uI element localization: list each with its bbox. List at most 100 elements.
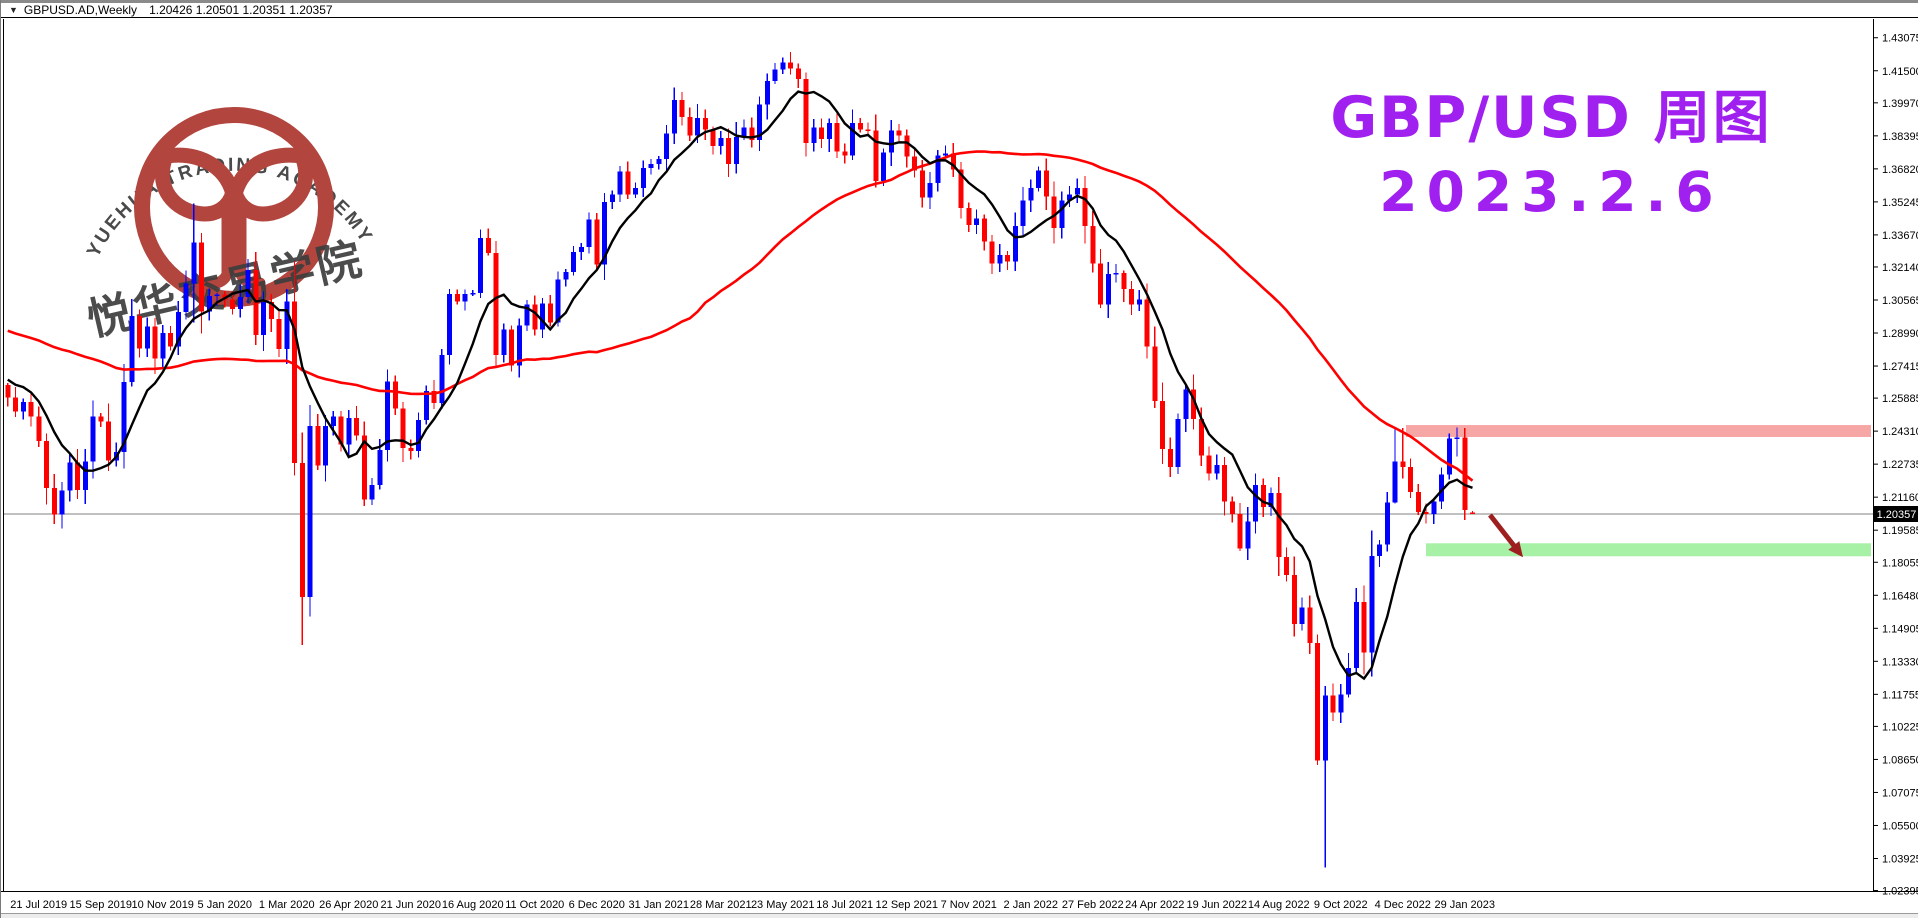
date-tick-label: 14 Aug 2022 bbox=[1248, 899, 1310, 911]
candle-body bbox=[75, 462, 80, 491]
candle-body bbox=[400, 408, 406, 448]
candle-body bbox=[803, 79, 809, 144]
price-tick-label: 1.33670 bbox=[1882, 230, 1918, 242]
date-tick-label: 26 Apr 2020 bbox=[319, 899, 378, 911]
candle-body bbox=[757, 104, 762, 140]
candle-body bbox=[1229, 501, 1235, 515]
candle-body bbox=[1136, 299, 1142, 305]
time-axis-labels[interactable]: 21 Jul 2019 15 Sep 2019 10 Nov 2019 5 Jan 2… bbox=[10, 899, 1495, 911]
candle-body bbox=[695, 117, 700, 136]
candle-body bbox=[718, 137, 724, 147]
axes-layer bbox=[1, 19, 1918, 892]
price-tick-label: 1.10225 bbox=[1882, 721, 1918, 733]
candle-body bbox=[1284, 557, 1289, 575]
candle-body bbox=[160, 332, 166, 359]
price-tick-label: 1.03925 bbox=[1882, 853, 1918, 865]
candle-body bbox=[586, 219, 592, 247]
candle-body bbox=[602, 201, 607, 265]
current-price-tag: 1.20357 bbox=[1874, 506, 1918, 522]
candle-body bbox=[1245, 521, 1251, 549]
candle-body bbox=[1098, 263, 1103, 305]
candle-body bbox=[1152, 346, 1158, 401]
candle-body bbox=[354, 417, 359, 436]
candle-body bbox=[826, 123, 832, 139]
candle-body bbox=[671, 100, 677, 134]
candle-body bbox=[1105, 274, 1111, 305]
candle-body bbox=[245, 269, 251, 297]
candle-body bbox=[106, 421, 111, 461]
candle-body bbox=[408, 447, 414, 452]
candle-body bbox=[1198, 418, 1204, 456]
candle-body bbox=[1206, 455, 1212, 474]
candle-body bbox=[462, 294, 468, 302]
candle-body bbox=[989, 241, 995, 264]
date-tick-label: 7 Nov 2021 bbox=[941, 899, 997, 911]
candle-body bbox=[547, 303, 553, 323]
price-tick-label: 1.36820 bbox=[1882, 164, 1918, 176]
candle-body bbox=[1191, 389, 1196, 419]
ma-fast-line[interactable] bbox=[7, 90, 1473, 681]
candle-body bbox=[749, 127, 755, 140]
candle-body bbox=[1183, 389, 1189, 419]
candle-body bbox=[129, 316, 135, 383]
caption-symbol-line: GBP/USD 周图 bbox=[1330, 85, 1772, 151]
candle-body bbox=[819, 127, 824, 139]
candle-body bbox=[1005, 255, 1010, 262]
candle-body bbox=[974, 218, 979, 225]
price-tick-label: 1.30565 bbox=[1882, 295, 1918, 307]
candle-body bbox=[834, 123, 840, 152]
candle-body bbox=[299, 462, 305, 597]
candle-body bbox=[1020, 200, 1026, 226]
price-axis-labels[interactable]: 1.43075 1.41500 1.39970 1.38395 1.36820 1.352… bbox=[1873, 33, 1918, 898]
candle-body bbox=[191, 242, 197, 284]
candle-body bbox=[1059, 200, 1065, 228]
candle-body bbox=[284, 301, 290, 350]
candle-body bbox=[28, 401, 34, 417]
candle-body bbox=[563, 272, 569, 280]
price-tick-label: 1.18055 bbox=[1882, 557, 1918, 569]
candle-body bbox=[1307, 607, 1313, 644]
candle-body bbox=[981, 218, 987, 242]
symbol-dropdown-icon[interactable]: ▼ bbox=[9, 4, 18, 15]
candle-body bbox=[1074, 188, 1080, 195]
candle-body bbox=[1299, 607, 1305, 625]
candles-layer bbox=[5, 51, 1475, 868]
candle-body bbox=[1408, 466, 1413, 493]
date-tick-label: 27 Feb 2022 bbox=[1062, 899, 1124, 911]
candle-body bbox=[702, 117, 708, 130]
candle-body bbox=[842, 151, 848, 156]
resistance-zone[interactable] bbox=[1406, 425, 1871, 437]
candle-body bbox=[516, 325, 522, 366]
price-tick-label: 1.13330 bbox=[1882, 656, 1918, 668]
candle-body bbox=[307, 426, 313, 597]
candle-body bbox=[478, 237, 483, 293]
price-tick-label: 1.27415 bbox=[1882, 361, 1918, 373]
ma-slow-line[interactable] bbox=[7, 150, 1474, 482]
candle-body bbox=[1446, 438, 1452, 475]
zones-layer[interactable] bbox=[1406, 425, 1871, 557]
candle-body bbox=[214, 294, 220, 297]
candle-body bbox=[780, 62, 786, 70]
date-tick-label: 12 Sep 2021 bbox=[876, 899, 938, 911]
candle-body bbox=[919, 170, 925, 198]
candle-body bbox=[857, 123, 863, 130]
candle-body bbox=[501, 329, 507, 355]
down-arrow[interactable] bbox=[1488, 513, 1524, 558]
candle-body bbox=[1423, 512, 1429, 515]
candle-body bbox=[1067, 194, 1072, 201]
candle-body bbox=[1346, 668, 1351, 695]
support-zone[interactable] bbox=[1426, 543, 1871, 557]
candle-body bbox=[137, 316, 142, 349]
candle-body bbox=[392, 381, 398, 409]
candle-body bbox=[144, 326, 150, 349]
candle-body bbox=[276, 319, 282, 350]
candle-body bbox=[850, 123, 855, 156]
price-tick-label: 1.07075 bbox=[1882, 787, 1918, 799]
candle-body bbox=[640, 168, 646, 189]
candle-body bbox=[1260, 484, 1266, 507]
candle-body bbox=[1369, 556, 1375, 653]
candle-body bbox=[1237, 514, 1243, 549]
date-tick-label: 24 Apr 2022 bbox=[1125, 899, 1184, 911]
